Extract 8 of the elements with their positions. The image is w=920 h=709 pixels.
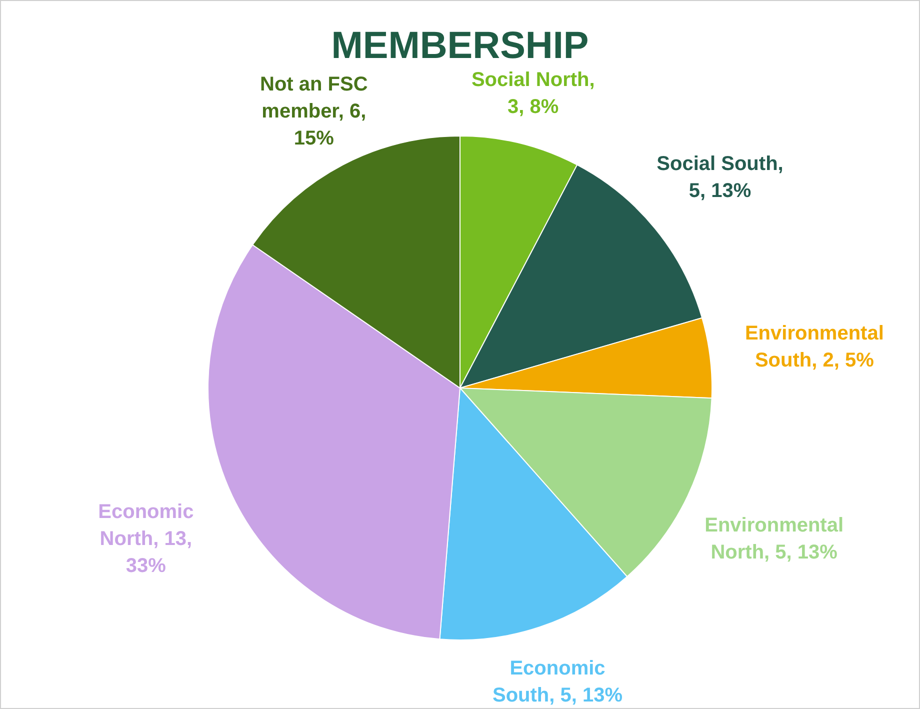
slice-label: Not an FSC member, 6, 15% bbox=[260, 74, 368, 150]
slice-label: Environmental North, 5, 13% bbox=[704, 514, 844, 564]
chart-title: MEMBERSHIP bbox=[331, 25, 589, 67]
slice-label: Environmental South, 2, 5% bbox=[744, 322, 884, 372]
slice-label: Social South, 5, 13% bbox=[656, 153, 784, 202]
slice-label: Social North, 3, 8% bbox=[471, 68, 595, 118]
slice-label: Economic North, 13, 33% bbox=[98, 501, 194, 578]
slice-label: Economic South, 5, 13% bbox=[492, 658, 623, 707]
